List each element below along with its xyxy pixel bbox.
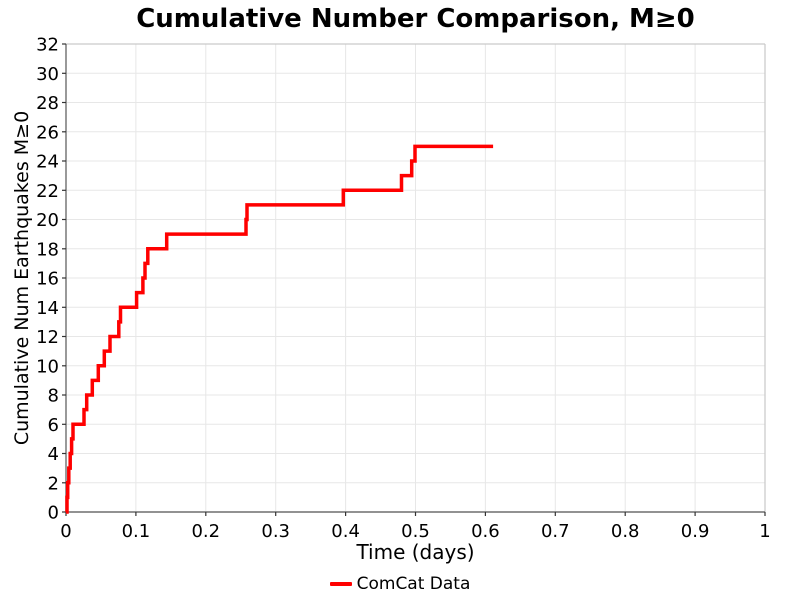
y-tick-label: 2	[48, 473, 59, 494]
y-tick-label: 32	[36, 35, 59, 56]
x-tick-label: 0.7	[541, 521, 570, 542]
y-tick-label: 20	[36, 210, 59, 231]
x-tick-label: 0.2	[191, 521, 220, 542]
legend-line-swatch	[329, 582, 352, 586]
y-tick-label: 30	[36, 64, 59, 85]
y-tick-label: 24	[36, 152, 59, 173]
x-tick-label: 0.5	[401, 521, 430, 542]
x-tick-label: 0.8	[611, 521, 640, 542]
y-tick-label: 8	[48, 386, 59, 407]
y-tick-label: 28	[36, 93, 59, 114]
x-tick-label: 0.9	[681, 521, 710, 542]
x-tick-label: 0.4	[331, 521, 360, 542]
y-tick-label: 16	[36, 269, 59, 290]
y-tick-label: 4	[48, 444, 59, 465]
x-axis-label: Time (days)	[356, 540, 475, 564]
y-tick-label: 14	[36, 298, 59, 319]
chart-title: Cumulative Number Comparison, M≥0	[136, 4, 695, 34]
legend-label: ComCat Data	[356, 574, 471, 594]
x-tick-label: 0.1	[122, 521, 151, 542]
y-tick-label: 10	[36, 356, 59, 377]
y-tick-label: 6	[48, 415, 59, 436]
y-tick-label: 26	[36, 122, 59, 143]
y-tick-label: 18	[36, 239, 59, 260]
x-tick-label: 0.6	[471, 521, 500, 542]
comcat-data-line	[65, 144, 494, 514]
y-tick-label: 0	[48, 503, 59, 524]
x-tick-label: 1	[759, 521, 770, 542]
legend: ComCat Data	[0, 572, 800, 596]
x-tick-label: 0	[60, 521, 71, 542]
y-tick-label: 22	[36, 181, 59, 202]
x-tick-label: 0.3	[261, 521, 290, 542]
y-tick-label: 12	[36, 327, 59, 348]
